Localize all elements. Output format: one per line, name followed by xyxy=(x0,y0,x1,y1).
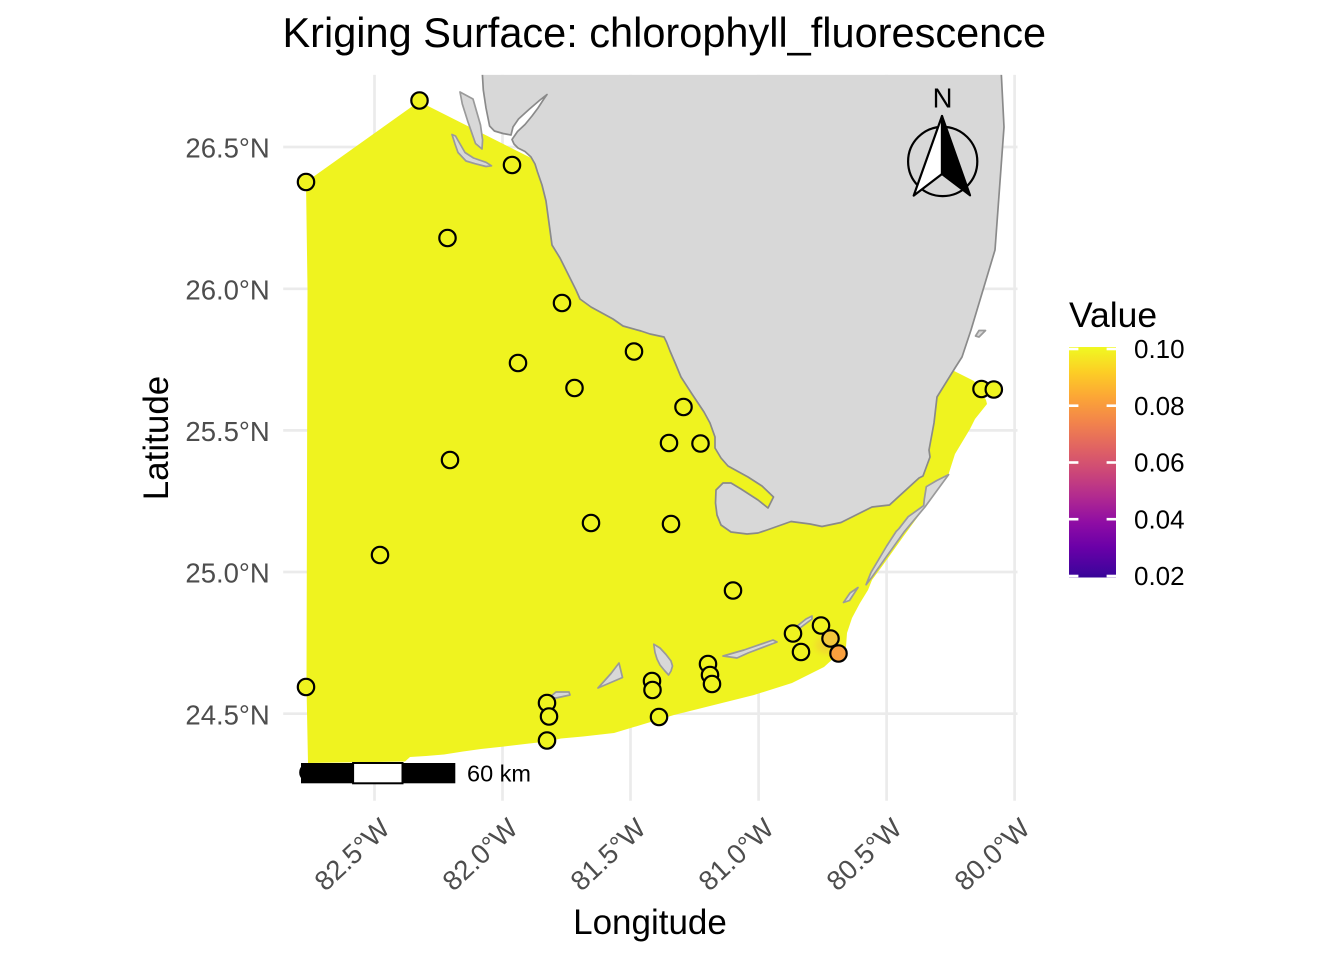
svg-text:0.10: 0.10 xyxy=(1134,334,1185,364)
svg-text:26.5°N: 26.5°N xyxy=(185,133,269,164)
svg-text:0.06: 0.06 xyxy=(1134,448,1185,478)
svg-text:Latitude: Latitude xyxy=(137,376,176,501)
svg-text:Value: Value xyxy=(1069,295,1157,335)
svg-text:25.0°N: 25.0°N xyxy=(185,558,269,589)
svg-text:0.08: 0.08 xyxy=(1134,391,1185,421)
svg-text:0.04: 0.04 xyxy=(1134,504,1185,534)
svg-text:25.5°N: 25.5°N xyxy=(185,416,269,447)
svg-text:Longitude: Longitude xyxy=(573,903,727,942)
svg-text:60 km: 60 km xyxy=(467,761,531,787)
svg-text:N: N xyxy=(933,83,953,114)
svg-text:24.5°N: 24.5°N xyxy=(185,699,269,730)
svg-text:Kriging Surface: chlorophyll_f: Kriging Surface: chlorophyll_fluorescenc… xyxy=(283,9,1047,56)
svg-text:0.02: 0.02 xyxy=(1134,561,1185,591)
svg-text:26.0°N: 26.0°N xyxy=(185,274,269,305)
